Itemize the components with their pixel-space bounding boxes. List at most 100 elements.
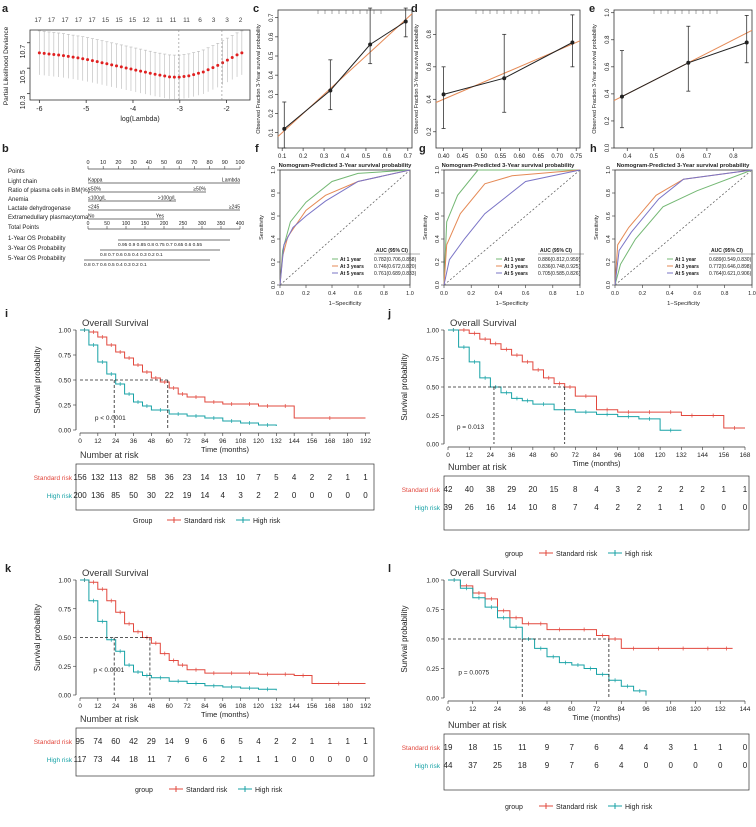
- risk-count-standard: 58: [147, 473, 156, 482]
- risk-count-high: 7: [570, 761, 575, 770]
- y-tick-label: 0.75: [426, 607, 439, 614]
- legend-header: AUC (95% CI): [540, 248, 572, 254]
- risk-count-standard: 6: [203, 737, 208, 746]
- cv-point: [115, 64, 119, 68]
- roc-curve: [443, 169, 581, 286]
- y-tick-label: 0.6: [606, 212, 612, 220]
- y-tick-label: 0.25: [58, 403, 71, 410]
- x-tick-label: 0.2: [639, 291, 647, 297]
- x-tick-label: 1.0: [748, 291, 756, 297]
- y-axis-label: Survival probability: [33, 604, 42, 671]
- y-axis-label: Observed Fraction 3-Year survival probab…: [592, 24, 598, 134]
- risk-count-standard: 18: [468, 743, 477, 752]
- risk-count-high: 25: [493, 761, 502, 770]
- y-tick-label: 0.8: [605, 35, 611, 44]
- y-tick-label: 0.2: [427, 127, 433, 136]
- x-tick-label: 0.50: [476, 154, 488, 160]
- risk-count-standard: 1: [345, 737, 350, 746]
- panel-letter-f: f: [255, 143, 259, 155]
- nomogram-row-label: 3-Year OS Probability: [8, 246, 65, 252]
- legend-header: AUC (95% CI): [376, 248, 408, 254]
- x-tick-label: 0.75: [570, 154, 582, 160]
- cv-point: [192, 73, 196, 77]
- x-tick-label: 0: [446, 452, 450, 459]
- legend-title: group: [135, 787, 153, 794]
- y-tick-label: 0.1: [269, 128, 275, 137]
- nomogram-row-label: Lactate dehydrogenase: [8, 206, 71, 212]
- legend-name: At 3 years: [675, 264, 699, 270]
- p-value: p = 0.0075: [458, 669, 489, 676]
- risk-count-standard: 2: [274, 737, 279, 746]
- x-tick-label: 0.6: [354, 291, 362, 297]
- x-tick-label: 72: [183, 703, 191, 710]
- total-tick-label: 300: [198, 221, 207, 227]
- risk-count-high: 0: [310, 491, 315, 500]
- risk-count-high: 2: [637, 503, 642, 512]
- risk-count-high: 200: [73, 491, 87, 500]
- x-tick-label: 96: [219, 438, 227, 445]
- y-tick-label: 0.75: [58, 353, 71, 360]
- x-tick-label: 0.7: [404, 154, 413, 160]
- km-title: Overall Survival: [450, 568, 517, 579]
- risk-count-standard: 2: [700, 485, 705, 494]
- ideal-line: [277, 13, 413, 137]
- y-tick-label: 0.6: [269, 32, 275, 41]
- risk-count-standard: 1: [718, 743, 723, 752]
- legend-auc: 0.782(0.706,0.858): [374, 257, 417, 263]
- risk-count-high: 0: [718, 761, 723, 770]
- risk-count-high: 9: [545, 761, 550, 770]
- calibration-point: [570, 40, 575, 45]
- x-tick-label: 60: [568, 706, 576, 713]
- y-tick-label: 0.8: [606, 189, 612, 197]
- points-tick-label: 30: [131, 160, 137, 166]
- top-tick-label: 12: [142, 17, 150, 24]
- points-tick-label: 90: [222, 160, 228, 166]
- cv-point: [172, 75, 176, 79]
- y-tick-label: 0.6: [435, 212, 441, 220]
- x-tick-label: 120: [253, 703, 264, 710]
- legend-auc: 0.705(0.585,0.826): [538, 271, 581, 277]
- x-tick-label: 0.1: [278, 154, 287, 160]
- x-tick-label: 108: [665, 706, 676, 713]
- risk-count-standard: 113: [109, 473, 122, 482]
- km-curve-standard: [80, 579, 366, 684]
- y-tick-label: 10.5: [20, 70, 27, 84]
- x-tick-label: 48: [148, 438, 156, 445]
- cv-point: [90, 59, 94, 63]
- risk-count-standard: 14: [200, 473, 209, 482]
- x-tick-label: 24: [494, 706, 502, 713]
- chance-diagonal: [614, 169, 753, 286]
- risk-count-standard: 42: [444, 485, 453, 494]
- risk-count-standard: 1: [363, 473, 368, 482]
- risk-count-standard: 5: [274, 473, 279, 482]
- cv-point: [187, 74, 191, 78]
- cv-point: [143, 70, 147, 74]
- x-tick-label: -6: [36, 106, 42, 113]
- top-tick-label: 11: [170, 17, 177, 24]
- legend-title: group: [505, 551, 523, 558]
- cv-point: [235, 53, 239, 57]
- total-tick-label: 400: [236, 221, 245, 227]
- y-tick-label: 0.00: [426, 442, 439, 449]
- panel-letter-j: j: [387, 308, 391, 320]
- calibration-point: [403, 19, 408, 24]
- risk-count-standard: 9: [185, 737, 190, 746]
- y-tick-label: 0.6: [605, 62, 611, 71]
- x-tick-label: -3: [177, 106, 183, 113]
- risk-count-standard: 7: [256, 473, 261, 482]
- x-tick-label: 12: [94, 703, 102, 710]
- risk-count-high: 14: [200, 491, 209, 500]
- calibration-line: [443, 42, 573, 95]
- risk-count-standard: 4: [594, 485, 599, 494]
- p-value: p < 0.0001: [93, 667, 124, 674]
- nomogram-row-label: Total Points: [8, 225, 39, 231]
- legend-title: Group: [133, 518, 153, 525]
- cv-point: [158, 73, 162, 77]
- y-axis-label: Survival probability: [400, 353, 409, 420]
- risk-count-standard: 7: [570, 743, 575, 752]
- cv-point: [129, 67, 133, 71]
- x-tick-label: 144: [289, 438, 300, 445]
- legend-label: High risk: [255, 787, 283, 794]
- roc-curve: [443, 169, 580, 286]
- p-value: p = 0.013: [457, 424, 485, 431]
